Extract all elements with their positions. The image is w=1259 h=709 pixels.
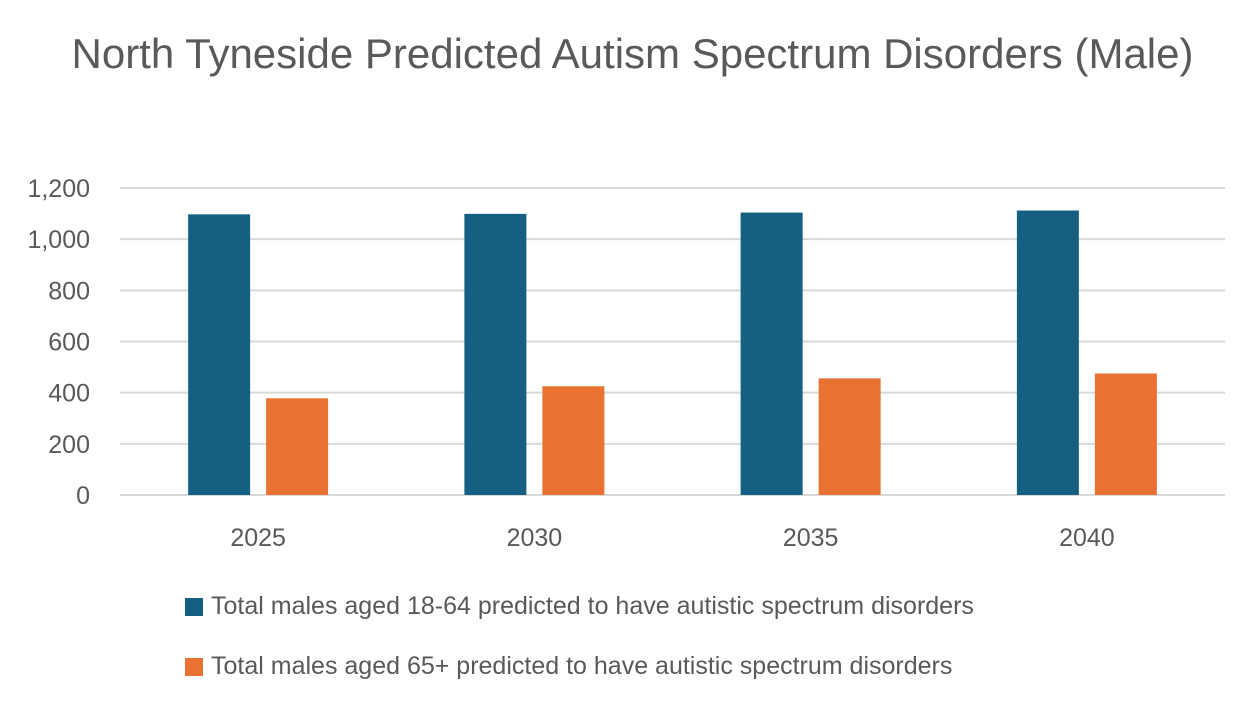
bar-2035-series-2: [818, 378, 881, 495]
legend-item-18-64: Total males aged 18-64 predicted to have…: [185, 592, 974, 621]
bar-2025-series-2: [266, 398, 329, 495]
legend-label: Total males aged 18-64 predicted to have…: [211, 592, 974, 620]
y-tick-label: 800: [48, 277, 90, 305]
y-tick-label: 400: [48, 380, 90, 408]
bar-2040-series-2: [1094, 373, 1157, 495]
y-tick-label: 200: [48, 431, 90, 459]
bar-2030-series-2: [542, 386, 605, 495]
chart-title: North Tyneside Predicted Autism Spectrum…: [71, 30, 1194, 77]
y-tick-label: 1,000: [27, 226, 90, 254]
bar-2030-series-1: [464, 213, 527, 495]
legend-item-65-plus: Total males aged 65+ predicted to have a…: [185, 652, 952, 681]
y-tick-label: 1,200: [27, 175, 90, 203]
bar-2035-series-1: [740, 212, 803, 495]
bar-2025-series-1: [188, 214, 251, 495]
x-tick-label: 2035: [783, 524, 839, 552]
legend-swatch: [185, 657, 203, 676]
legend-swatch: [185, 597, 203, 616]
legend-label: Total males aged 65+ predicted to have a…: [211, 652, 953, 680]
bar-2040-series-1: [1016, 210, 1079, 495]
x-tick-label: 2040: [1059, 524, 1115, 552]
y-tick-label: 600: [48, 329, 90, 357]
x-tick-label: 2030: [507, 524, 563, 552]
x-tick-label: 2025: [230, 524, 286, 552]
y-tick-label: 0: [76, 482, 90, 510]
